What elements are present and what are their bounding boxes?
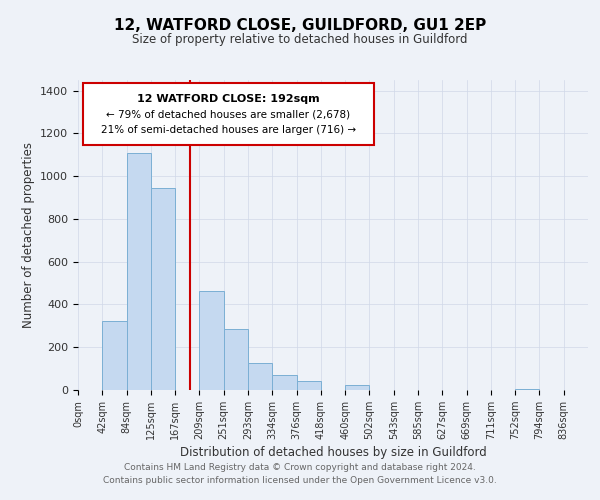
X-axis label: Distribution of detached houses by size in Guildford: Distribution of detached houses by size … (179, 446, 487, 459)
Text: Contains public sector information licensed under the Open Government Licence v3: Contains public sector information licen… (103, 476, 497, 485)
Bar (151, 188, 175, 390)
Text: Contains HM Land Registry data © Crown copyright and database right 2024.: Contains HM Land Registry data © Crown c… (124, 464, 476, 472)
Bar (296, 381, 321, 390)
FancyBboxPatch shape (83, 83, 374, 145)
Bar (199, 290, 224, 390)
Text: 12 WATFORD CLOSE: 192sqm: 12 WATFORD CLOSE: 192sqm (137, 94, 320, 104)
Text: 21% of semi-detached houses are larger (716) →: 21% of semi-detached houses are larger (… (101, 125, 356, 135)
Bar (224, 329, 248, 390)
Bar (248, 364, 272, 390)
Text: Size of property relative to detached houses in Guildford: Size of property relative to detached ho… (132, 32, 468, 46)
Bar (127, 152, 151, 390)
Bar (272, 376, 296, 390)
Bar (102, 320, 127, 390)
Bar (515, 389, 539, 390)
Text: ← 79% of detached houses are smaller (2,678): ← 79% of detached houses are smaller (2,… (106, 110, 350, 120)
Bar (345, 386, 370, 390)
Y-axis label: Number of detached properties: Number of detached properties (22, 142, 35, 328)
Text: 12, WATFORD CLOSE, GUILDFORD, GU1 2EP: 12, WATFORD CLOSE, GUILDFORD, GU1 2EP (114, 18, 486, 32)
